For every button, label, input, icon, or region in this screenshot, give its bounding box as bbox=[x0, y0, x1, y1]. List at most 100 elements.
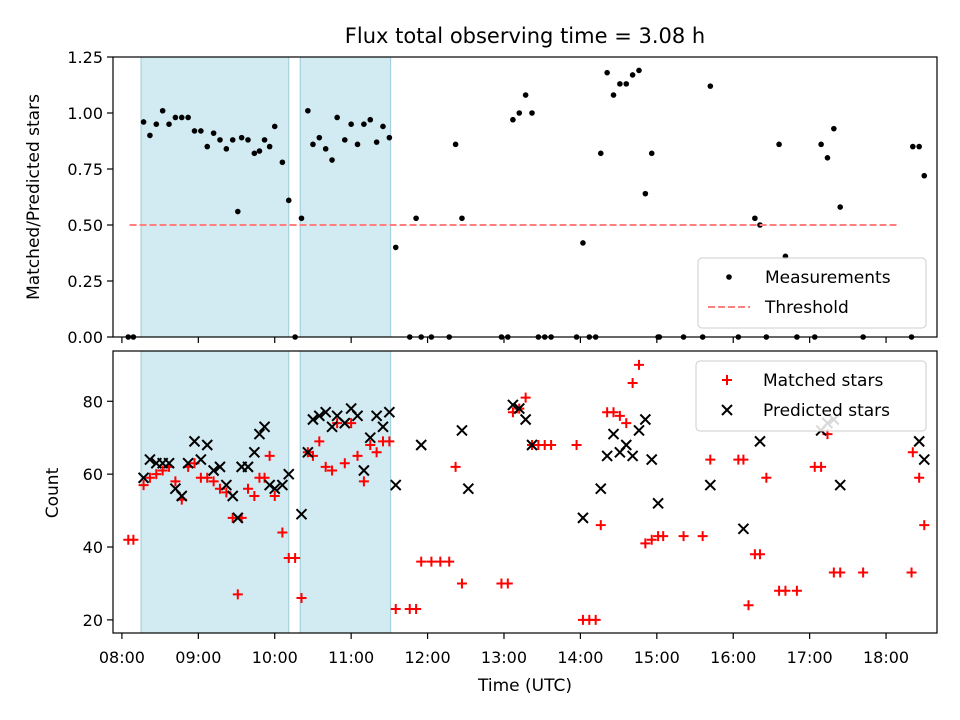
measurement-point bbox=[166, 121, 172, 127]
matched-point bbox=[456, 578, 467, 589]
legend: Measurements Threshold bbox=[697, 257, 927, 329]
predicted-point bbox=[415, 439, 427, 451]
predicted-point bbox=[620, 439, 632, 451]
measurement-point bbox=[623, 81, 630, 87]
predicted-point bbox=[220, 479, 233, 491]
measurement-point bbox=[341, 137, 348, 143]
x-tick-label: 14:00 bbox=[557, 648, 603, 667]
measurement-point bbox=[510, 116, 516, 123]
measurement-point bbox=[245, 137, 251, 143]
legend-box bbox=[695, 360, 927, 432]
panel-count: 20 40 60 80 08:00 09:00 10:00 11:00 12:00 13:00 14… bbox=[83, 350, 938, 667]
predicted-point bbox=[253, 428, 266, 440]
measurement-point bbox=[386, 134, 393, 141]
predicted-point bbox=[307, 413, 319, 426]
predicted-point bbox=[351, 410, 364, 422]
x-tick-label: 18:00 bbox=[863, 648, 909, 667]
y-axis-label-bottom: Count bbox=[43, 467, 63, 518]
predicted-point bbox=[144, 453, 156, 466]
matched-point bbox=[269, 491, 280, 502]
predicted-point bbox=[377, 421, 389, 433]
predicted-point bbox=[601, 450, 613, 462]
matched-point bbox=[290, 552, 301, 563]
measurement-point bbox=[831, 125, 837, 132]
matched-point bbox=[780, 585, 791, 596]
measurement-point bbox=[522, 92, 529, 98]
plot-frame bbox=[112, 350, 938, 634]
matched-point bbox=[232, 589, 243, 600]
measurement-point bbox=[459, 215, 465, 222]
measurement-point bbox=[373, 139, 380, 145]
matched-point bbox=[621, 418, 632, 429]
predicted-point bbox=[195, 453, 207, 466]
matched-point bbox=[365, 440, 376, 450]
x-tick-label: 13:00 bbox=[481, 648, 527, 667]
x-tick-label: 16:00 bbox=[710, 648, 756, 667]
measurement-point bbox=[752, 215, 758, 222]
matched-point bbox=[249, 491, 260, 502]
measurement-point bbox=[597, 150, 604, 157]
matched-point bbox=[390, 603, 401, 614]
measurement-point bbox=[310, 141, 316, 148]
matched-point bbox=[705, 454, 716, 465]
measurement-point bbox=[305, 107, 311, 114]
x-tick-label: 11:00 bbox=[328, 648, 374, 667]
predicted-point bbox=[626, 450, 639, 462]
measurement-point bbox=[910, 143, 916, 150]
measurement-point bbox=[210, 130, 217, 136]
measurement-point bbox=[191, 128, 198, 134]
predicted-point bbox=[364, 432, 376, 444]
predicted-point bbox=[227, 490, 239, 502]
measurement-point bbox=[329, 157, 335, 163]
matched-point bbox=[791, 585, 802, 596]
measurement-point bbox=[636, 67, 642, 74]
matched-point bbox=[502, 578, 513, 589]
measurement-point bbox=[298, 215, 305, 222]
predicted-point bbox=[513, 402, 525, 415]
matched-point bbox=[697, 531, 708, 542]
predicted-point bbox=[248, 446, 261, 458]
predicted-point bbox=[526, 439, 538, 451]
matched-point bbox=[646, 534, 657, 545]
matched-point bbox=[332, 418, 343, 429]
measurement-point bbox=[256, 148, 263, 154]
measurement-point bbox=[172, 114, 179, 121]
predicted-point bbox=[207, 464, 220, 477]
measurement-point bbox=[617, 81, 623, 87]
measurement-point bbox=[648, 150, 655, 157]
matched-point bbox=[858, 567, 869, 578]
matched-point bbox=[761, 472, 772, 483]
predicted-point bbox=[507, 399, 519, 411]
predicted-point bbox=[269, 483, 281, 495]
matched-point bbox=[202, 472, 213, 483]
measurement-point bbox=[392, 244, 399, 251]
measurement-point bbox=[178, 114, 185, 121]
measurement-point bbox=[159, 107, 166, 114]
matched-point bbox=[411, 603, 422, 614]
measurement-point bbox=[413, 215, 419, 222]
matched-point bbox=[346, 418, 357, 429]
matched-point bbox=[640, 538, 651, 549]
measurement-point bbox=[580, 240, 586, 246]
measurement-point bbox=[279, 159, 286, 166]
matched-point bbox=[444, 556, 455, 567]
matched-point bbox=[352, 450, 363, 461]
legend-label: Predicted stars bbox=[763, 401, 890, 421]
y-tick-label: 40 bbox=[83, 538, 103, 557]
predicted-point bbox=[242, 461, 254, 473]
measurement-point bbox=[185, 114, 191, 121]
legend-box bbox=[697, 257, 927, 329]
matched-point bbox=[614, 410, 625, 421]
matched-point bbox=[138, 480, 149, 491]
matched-point bbox=[264, 450, 275, 461]
predicted-point bbox=[370, 410, 383, 422]
predicted-point bbox=[577, 512, 589, 524]
x-tick-label: 17:00 bbox=[787, 648, 833, 667]
predicted-point bbox=[339, 417, 351, 429]
predicted-point bbox=[295, 508, 308, 520]
predicted-point bbox=[313, 410, 326, 422]
x-tick-label: 09:00 bbox=[175, 648, 221, 667]
matched-point bbox=[307, 450, 318, 461]
measurement-point bbox=[229, 137, 236, 143]
